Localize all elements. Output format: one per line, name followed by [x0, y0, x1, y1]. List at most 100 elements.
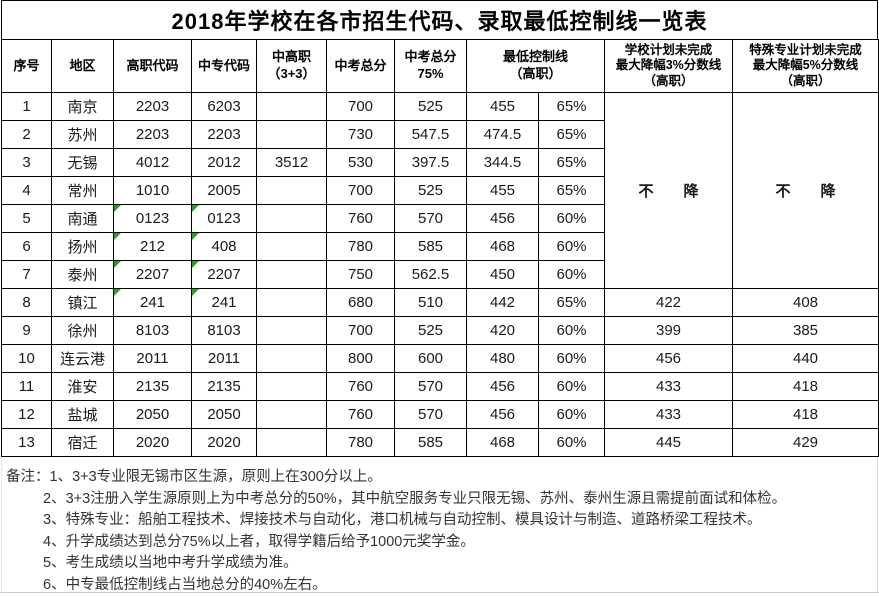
table-row: 1 南京 2203 6203 700 525 455 65% 不 降 不 降: [2, 93, 879, 121]
cell-min-line-pct: 60%: [539, 429, 605, 457]
col-header-seq: 序号: [2, 40, 52, 93]
cell-drop3: 433: [605, 401, 733, 429]
cell-zhonggaozhi-33: [257, 401, 327, 429]
cell-value: 241: [140, 294, 165, 311]
cell-seq: 13: [2, 429, 52, 457]
error-indicator-icon: [192, 205, 199, 212]
table-row: 13 宿迁 2020 2020 780 585 468 60% 445 429: [2, 429, 879, 457]
cell-gaozhi-code: 2135: [114, 373, 192, 401]
col-header-school-plan-drop3: 学校计划未完成 最大降幅3%分数线 （高职）: [605, 40, 733, 93]
cell-min-line-pct: 60%: [539, 317, 605, 345]
table-row: 10 连云港 2011 2011 800 600 480 60% 456 440: [2, 345, 879, 373]
cell-zhongzhuan-code: 2203: [192, 121, 257, 149]
cell-region: 镇江: [52, 289, 114, 317]
cell-zhongzhuan-code: 2012: [192, 149, 257, 177]
cell-zhonggaozhi-33: [257, 261, 327, 289]
cell-value: 0123: [136, 210, 169, 227]
cell-zhongkao-75: 397.5: [395, 149, 467, 177]
col-header-region: 地区: [52, 40, 114, 93]
header-line: 学校计划未完成: [605, 43, 732, 59]
cell-min-line-pct: 60%: [539, 261, 605, 289]
cell-zhongzhuan-code: 2005: [192, 177, 257, 205]
cell-drop5: 418: [733, 373, 879, 401]
header-line: （高职）: [467, 66, 604, 83]
cell-gaozhi-code: 4012: [114, 149, 192, 177]
notes-label: 备注：: [6, 469, 50, 485]
cell-seq: 11: [2, 373, 52, 401]
header-line: 中高职: [257, 49, 326, 66]
cell-zhongzhuan-code: 6203: [192, 93, 257, 121]
cell-zhongkao-75: 525: [395, 317, 467, 345]
cell-value: 0123: [207, 210, 240, 227]
cell-zhongkao-75: 585: [395, 233, 467, 261]
note-text: 1、3+3专业限无锡市区生源，原则上在300分以上。: [50, 469, 382, 485]
error-indicator-icon: [114, 205, 121, 212]
cell-gaozhi-code: 241: [114, 289, 192, 317]
cell-seq: 3: [2, 149, 52, 177]
cell-value: 2207: [207, 266, 240, 283]
cell-zhongzhuan-code: 241: [192, 289, 257, 317]
cell-gaozhi-code: 2203: [114, 121, 192, 149]
col-header-min-line: 最低控制线 （高职）: [467, 40, 605, 93]
cell-seq: 4: [2, 177, 52, 205]
cell-no-drop-school: 不 降: [605, 93, 733, 289]
cell-zhongkao-75: 510: [395, 289, 467, 317]
cell-min-line-pct: 65%: [539, 93, 605, 121]
cell-region: 无锡: [52, 149, 114, 177]
note-line: 3、特殊专业：船舶工程技术、焊接技术与自动化，港口机械与自动控制、模具设计与制造…: [6, 510, 877, 532]
cell-seq: 12: [2, 401, 52, 429]
header-line: 最大降幅3%分数线: [605, 58, 732, 74]
cell-zhongkao-75: 585: [395, 429, 467, 457]
cell-seq: 6: [2, 233, 52, 261]
cell-value: 2207: [136, 266, 169, 283]
cell-min-line: 455: [467, 93, 539, 121]
cell-seq: 5: [2, 205, 52, 233]
cell-min-line: 456: [467, 401, 539, 429]
cell-zhongkao-75: 570: [395, 401, 467, 429]
table-header-row: 序号 地区 高职代码 中专代码 中高职 （3+3） 中考总分 中考总分 75% …: [2, 40, 879, 93]
cell-zhongkao-75: 525: [395, 177, 467, 205]
error-indicator-icon: [114, 261, 121, 268]
cell-zhonggaozhi-33: [257, 177, 327, 205]
cell-min-line-pct: 65%: [539, 289, 605, 317]
cell-zhonggaozhi-33: [257, 345, 327, 373]
cell-gaozhi-code: 1010: [114, 177, 192, 205]
cell-zhongkao-total: 760: [327, 401, 395, 429]
cell-min-line-pct: 65%: [539, 121, 605, 149]
cell-zhongkao-total: 700: [327, 93, 395, 121]
header-line: 75%: [395, 66, 466, 83]
cell-zhonggaozhi-33: [257, 233, 327, 261]
cell-zhongkao-75: 570: [395, 205, 467, 233]
cell-zhongkao-75: 525: [395, 93, 467, 121]
cell-zhongkao-total: 780: [327, 429, 395, 457]
cell-zhongzhuan-code: 2135: [192, 373, 257, 401]
cell-zhonggaozhi-33: [257, 317, 327, 345]
cell-region: 扬州: [52, 233, 114, 261]
header-line: （高职）: [605, 74, 732, 90]
cell-zhonggaozhi-33: [257, 373, 327, 401]
cell-drop3: 422: [605, 289, 733, 317]
cell-zhongkao-75: 570: [395, 373, 467, 401]
cell-min-line: 442: [467, 289, 539, 317]
cell-seq: 10: [2, 345, 52, 373]
error-indicator-icon: [192, 233, 199, 240]
cell-drop3: 445: [605, 429, 733, 457]
cell-gaozhi-code: 2020: [114, 429, 192, 457]
error-indicator-icon: [192, 261, 199, 268]
cell-zhongzhuan-code: 0123: [192, 205, 257, 233]
col-header-zhonggaozhi: 中高职 （3+3）: [257, 40, 327, 93]
cell-zhonggaozhi-33: [257, 121, 327, 149]
cell-zhonggaozhi-33: [257, 205, 327, 233]
cell-region: 南京: [52, 93, 114, 121]
cell-min-line: 456: [467, 373, 539, 401]
cell-region: 淮安: [52, 373, 114, 401]
cell-min-line-pct: 60%: [539, 401, 605, 429]
cell-min-line: 455: [467, 177, 539, 205]
cell-zhongkao-total: 780: [327, 233, 395, 261]
header-line: （高职）: [733, 74, 878, 90]
cell-zhongkao-total: 530: [327, 149, 395, 177]
cell-drop5: 418: [733, 401, 879, 429]
cell-seq: 1: [2, 93, 52, 121]
cell-min-line: 468: [467, 429, 539, 457]
cell-min-line: 420: [467, 317, 539, 345]
